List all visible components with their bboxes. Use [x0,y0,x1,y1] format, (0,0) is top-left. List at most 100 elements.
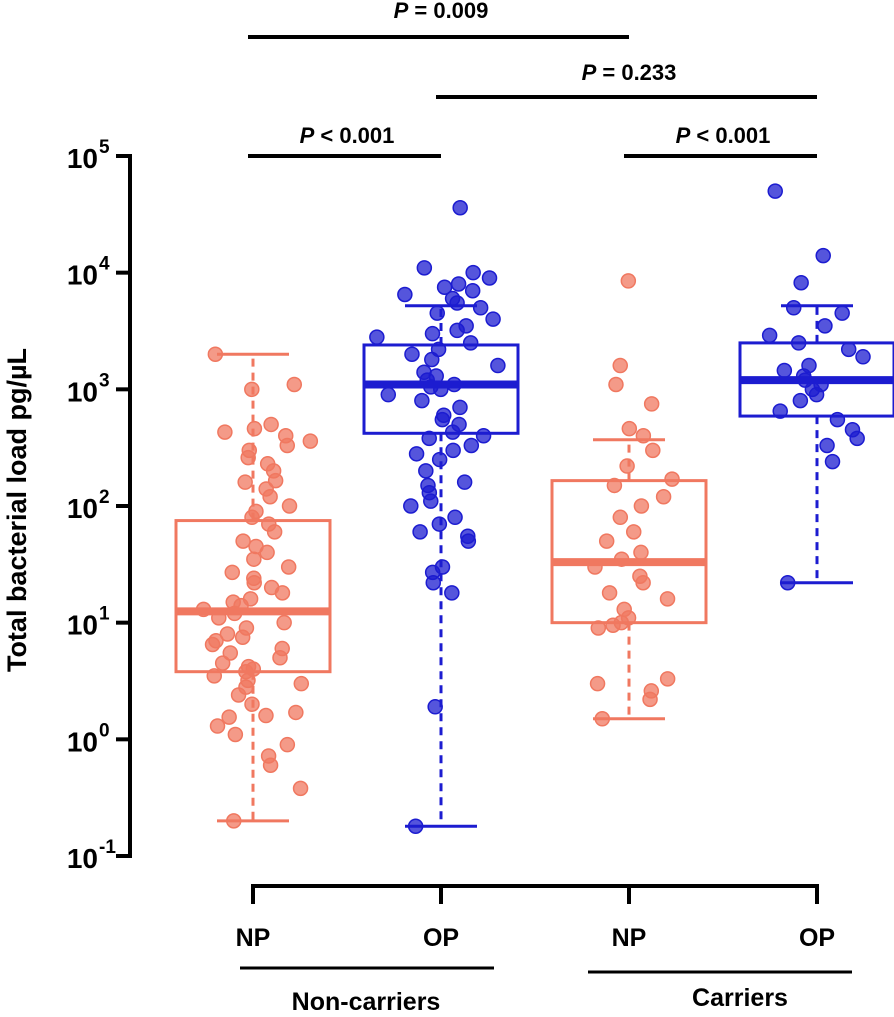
data-point [221,709,237,725]
data-point [643,396,660,412]
series-op-carriers [738,183,894,591]
y-tick-label: 10 [67,260,98,291]
data-point [855,349,871,365]
data-point [222,645,239,661]
data-point [429,305,445,321]
data-point [633,498,650,514]
data-point [659,591,676,607]
data-point [279,736,296,753]
data-point [776,362,793,379]
data-point [612,357,628,374]
group-label: Carriers [692,984,788,1012]
data-point [436,279,453,295]
data-point [490,357,506,374]
p-value-annotations: P = 0.009 P = 0.233 P < 0.001 P < 0.001 [248,0,817,158]
data-point [226,813,242,829]
data-point [207,346,224,362]
data-point [840,341,857,358]
data-point [380,386,397,403]
data-point [431,516,448,532]
data-point [281,498,298,514]
data-point [424,325,441,342]
data-point [263,579,280,596]
data-point [244,381,260,398]
data-point [416,364,432,381]
data-point [246,570,262,587]
data-point [659,671,676,687]
data-point [824,453,841,470]
data-point [485,311,501,327]
data-point [209,718,226,734]
data-point [633,544,649,561]
data-point [260,748,277,764]
data-point [817,318,833,334]
data-point [450,276,467,292]
data-point [418,463,434,479]
series-np-non-carriers [174,346,332,829]
data-point [608,376,624,393]
data-point [248,503,264,520]
data-point [779,574,796,591]
data-point [235,533,251,549]
data-point [369,329,385,345]
data-point [793,274,809,291]
data-point [430,341,447,358]
y-tick-exponent: 5 [99,137,110,158]
data-point [606,477,623,494]
group-label: Non-carriers [292,988,441,1016]
data-point [481,270,498,286]
data-point [274,640,290,657]
data-point [286,376,303,393]
data-point [834,305,850,321]
p-value-label: P < 0.001 [676,123,771,148]
data-point [589,675,606,692]
data-point [601,585,618,601]
data-point [240,658,257,675]
data-point [475,428,492,444]
data-point [444,290,461,307]
data-point [276,614,292,631]
data-point [616,601,632,618]
data-point [397,286,413,303]
data-point [435,407,452,423]
data-point [246,420,263,437]
y-tick-exponent: -1 [99,837,116,858]
data-point [206,668,223,684]
p-value-label: P < 0.001 [300,123,395,148]
y-tick-label: 10 [67,376,98,407]
data-point [246,551,262,567]
data-point [225,594,241,610]
data-point [227,726,244,743]
data-point [244,696,260,712]
data-point [767,183,783,199]
data-point [242,591,259,607]
data-point [280,559,297,575]
y-tick-label: 10 [67,493,98,524]
data-point [460,528,476,545]
y-tick-exponent: 0 [99,720,110,741]
data-point [412,524,428,540]
data-point [217,424,233,440]
data-point [465,264,481,281]
data-point [238,620,255,636]
data-point [620,273,637,289]
data-point [612,509,629,526]
x-tick-label: NP [236,924,271,952]
data-point [632,568,648,584]
y-tick-label: 10 [67,610,98,641]
y-tick-label: 10 [67,143,98,174]
data-point [625,524,642,540]
p-value-label: P = 0.233 [582,60,677,85]
y-tick-label: 10 [67,843,98,874]
data-point [844,422,861,438]
data-point [451,416,467,433]
data-point [452,200,468,216]
data-point [792,392,809,409]
data-point [241,442,258,459]
data-point [815,247,831,264]
data-point [819,437,835,454]
data-point [464,282,481,299]
data-point [219,626,236,642]
